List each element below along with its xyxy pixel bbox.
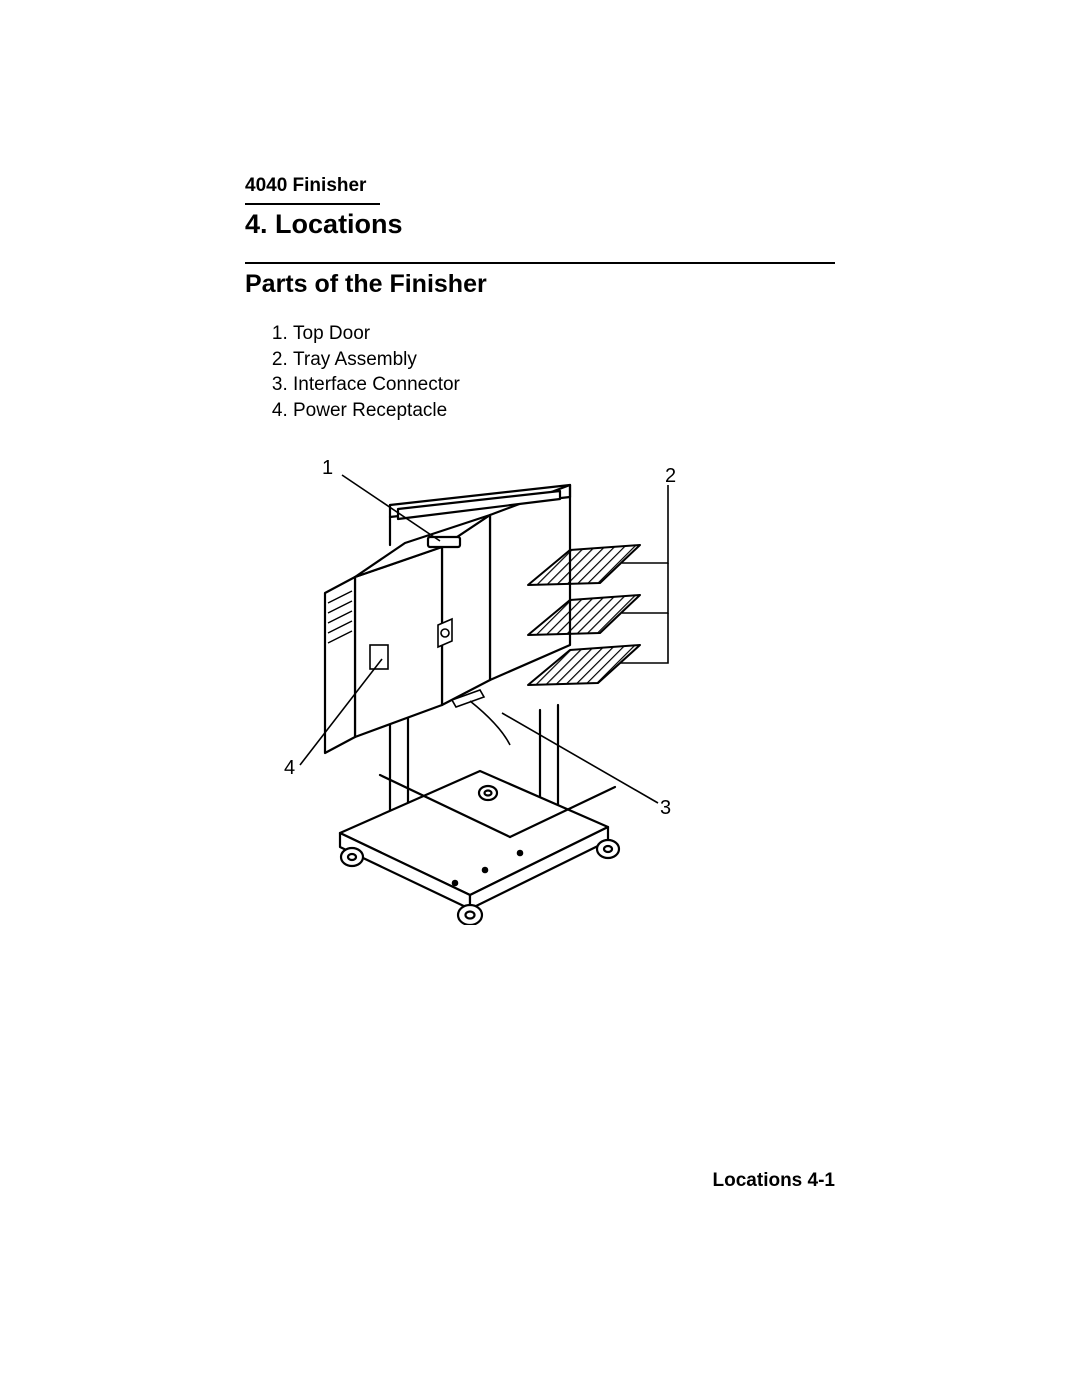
content-column: 4040 Finisher 4. Locations Parts of the … [245,175,835,424]
legend-item: Power Receptacle [293,398,835,424]
section-title-text: Locations [275,209,403,239]
legend-item: Interface Connector [293,372,835,398]
finisher-figure: 1 2 3 4 [270,445,700,925]
callout-2: 2 [665,465,676,488]
product-header: 4040 Finisher [245,175,835,197]
footer-section: Locations [713,1170,803,1191]
page-footer: Locations 4-1 [713,1170,835,1192]
finisher-illustration-svg [270,445,700,925]
parts-legend-list: Top Door Tray Assembly Interface Connect… [245,321,835,424]
section-title: 4. Locations [245,209,835,240]
callout-4: 4 [284,757,295,780]
subsection-title: Parts of the Finisher [245,270,835,299]
legend-item: Tray Assembly [293,347,835,373]
legend-item: Top Door [293,321,835,347]
rule-long [245,262,835,264]
document-page: 4040 Finisher 4. Locations Parts of the … [0,0,1080,1397]
footer-page: 4-1 [808,1170,835,1191]
callout-3: 3 [660,797,671,820]
callout-1: 1 [322,457,333,480]
rule-short [245,203,380,205]
section-number: 4. [245,209,268,239]
